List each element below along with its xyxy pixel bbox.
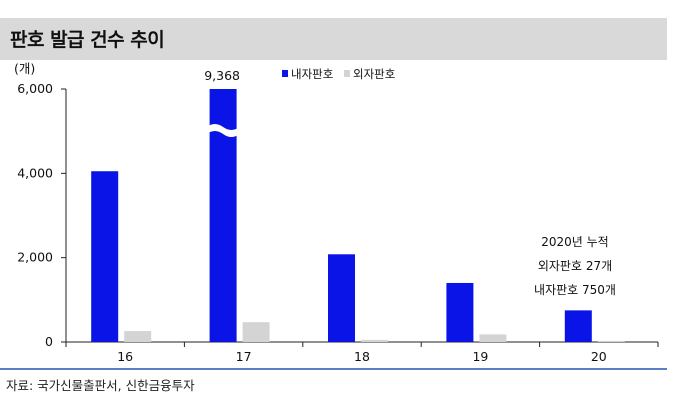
bar-foreign-18 bbox=[361, 339, 388, 342]
legend-swatch bbox=[344, 70, 350, 77]
bar-foreign-17 bbox=[242, 322, 270, 342]
source-divider bbox=[0, 368, 667, 370]
bar-foreign-16 bbox=[124, 331, 152, 342]
source-note: 자료: 국가신물출판서, 신한금융투자 bbox=[6, 378, 195, 393]
x-tick-label: 20 bbox=[591, 349, 607, 364]
bar-foreign-19 bbox=[479, 334, 507, 342]
bar-domestic-19 bbox=[446, 282, 474, 342]
y-unit-label: (개) bbox=[14, 61, 35, 76]
chart-title: 판호 발급 건수 추이 bbox=[10, 29, 165, 51]
annotation-line: 내자판호 750개 bbox=[534, 283, 616, 297]
title-bar: 판호 발급 건수 추이 bbox=[0, 18, 667, 60]
y-tick-label: 4,000 bbox=[17, 165, 53, 180]
axis-break-mark bbox=[206, 123, 240, 137]
legend-swatch bbox=[282, 70, 288, 77]
annotation-line: 외자판호 27개 bbox=[538, 259, 612, 273]
bar-foreign-20 bbox=[597, 340, 625, 342]
legend-label: 내자판호 bbox=[291, 67, 333, 81]
x-tick-label: 18 bbox=[354, 349, 370, 364]
bar-domestic-20 bbox=[564, 310, 592, 342]
x-tick-label: 19 bbox=[472, 349, 488, 364]
bar-domestic-16 bbox=[91, 171, 119, 342]
annotation-line: 2020년 누적 bbox=[541, 235, 608, 249]
bar-domestic-18 bbox=[328, 254, 355, 342]
y-tick-label: 0 bbox=[45, 334, 53, 349]
x-tick-label: 17 bbox=[236, 349, 252, 364]
legend-label: 외자판호 bbox=[353, 67, 395, 81]
x-tick-label: 16 bbox=[117, 349, 133, 364]
y-tick-label: 2,000 bbox=[17, 250, 53, 265]
data-label: 9,368 bbox=[204, 68, 240, 83]
y-tick-label: 6,000 bbox=[17, 81, 53, 96]
